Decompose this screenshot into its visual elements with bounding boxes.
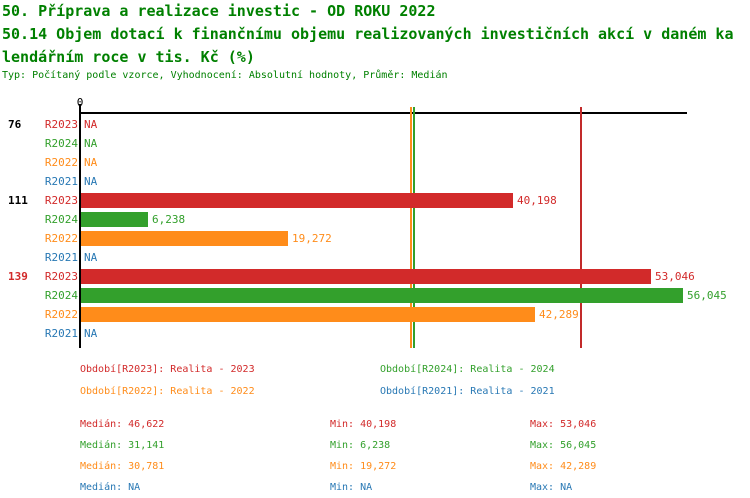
bar-139-r2022 <box>81 307 535 322</box>
chart-meta-info: Typ: Počítaný podle vzorce, Vyhodnocení:… <box>2 70 448 81</box>
median-line-r2022 <box>410 107 412 348</box>
stat-min-r2023: Min: 40,198 <box>330 419 397 430</box>
stat-max-r2023: Max: 53,046 <box>530 419 597 430</box>
bar-111-r2024 <box>81 212 148 227</box>
stat-median-r2022: Medián: 30,781 <box>80 461 165 472</box>
stat-min-r2021: Min: NA <box>330 482 373 493</box>
legend-item-r2022: Období[R2022]: Realita - 2022 <box>80 386 255 397</box>
bar-139-r2023 <box>81 269 651 284</box>
series-label-r2023: R2023 <box>44 194 78 207</box>
bar-value-na-label: NA <box>84 175 98 188</box>
group-label-111: 111 <box>8 194 28 207</box>
stat-max-r2022: Max: 42,289 <box>530 461 597 472</box>
series-label-r2022: R2022 <box>44 232 78 245</box>
stat-median-r2024: Medián: 31,141 <box>80 440 165 451</box>
series-label-r2023: R2023 <box>44 270 78 283</box>
bar-111-r2023 <box>81 193 513 208</box>
series-label-r2022: R2022 <box>44 156 78 169</box>
group-label-76: 76 <box>8 118 22 131</box>
median-line-r2023 <box>580 107 582 348</box>
bar-value-label: 19,272 <box>292 232 332 245</box>
x-axis-line <box>79 112 687 114</box>
legend-item-r2023: Období[R2023]: Realita - 2023 <box>80 364 255 375</box>
bar-value-na-label: NA <box>84 156 98 169</box>
bar-value-na-label: NA <box>84 137 98 150</box>
bar-value-label: 53,046 <box>655 270 695 283</box>
stat-min-r2024: Min: 6,238 <box>330 440 391 451</box>
series-label-r2024: R2024 <box>44 213 78 226</box>
series-label-r2024: R2024 <box>44 289 78 302</box>
stat-median-r2021: Medián: NA <box>80 482 141 493</box>
x-axis-zero-tick-label: 0 <box>76 96 84 109</box>
series-label-r2021: R2021 <box>44 251 78 264</box>
page-title-line3: lendářním roce v tis. Kč (%) <box>2 48 255 66</box>
stat-max-r2021: Max: NA <box>530 482 573 493</box>
y-axis-line <box>79 104 81 348</box>
series-label-r2023: R2023 <box>44 118 78 131</box>
bar-value-label: 6,238 <box>152 213 186 226</box>
series-label-r2021: R2021 <box>44 175 78 188</box>
bar-value-na-label: NA <box>84 327 98 340</box>
bar-139-r2024 <box>81 288 683 303</box>
median-line-r2024 <box>413 107 415 348</box>
series-label-r2022: R2022 <box>44 308 78 321</box>
stat-median-r2023: Medián: 46,622 <box>80 419 165 430</box>
bar-value-label: 56,045 <box>687 289 727 302</box>
bar-value-label: 40,198 <box>517 194 557 207</box>
page-title-line2: 50.14 Objem dotací k finančnímu objemu r… <box>2 25 734 43</box>
bar-value-label: 42,289 <box>539 308 579 321</box>
legend-item-r2021: Období[R2021]: Realita - 2021 <box>380 386 555 397</box>
bar-value-na-label: NA <box>84 118 98 131</box>
bar-value-na-label: NA <box>84 251 98 264</box>
legend-item-r2024: Období[R2024]: Realita - 2024 <box>380 364 555 375</box>
group-label-139: 139 <box>8 270 28 283</box>
series-label-r2021: R2021 <box>44 327 78 340</box>
stat-min-r2022: Min: 19,272 <box>330 461 397 472</box>
stat-max-r2024: Max: 56,045 <box>530 440 597 451</box>
series-label-r2024: R2024 <box>44 137 78 150</box>
page-title-line1: 50. Příprava a realizace investic - OD R… <box>2 2 436 20</box>
bar-111-r2022 <box>81 231 288 246</box>
